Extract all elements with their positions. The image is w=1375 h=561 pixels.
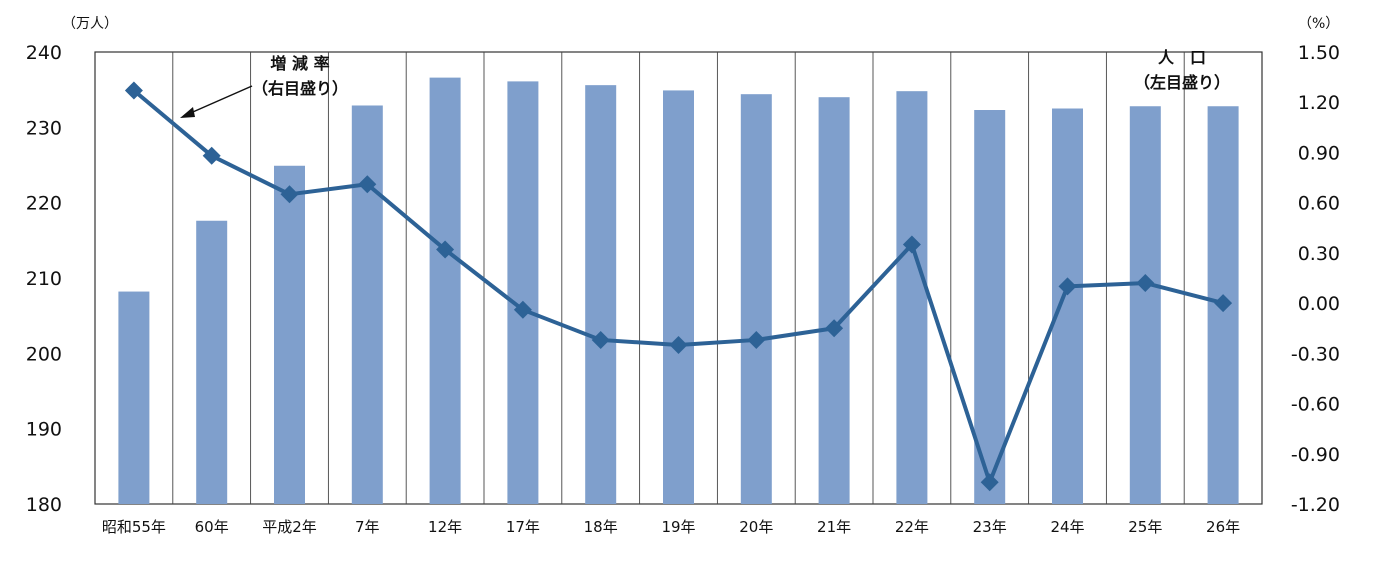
rate-point-marker (1136, 274, 1155, 293)
rate-point-marker (202, 146, 221, 165)
left-tick-label: 220 (26, 193, 62, 215)
annotation-arrow (180, 85, 253, 118)
left-tick-label: 180 (26, 494, 62, 516)
x-tick-label: 12年 (428, 518, 462, 536)
left-axis-ticks: 180 190 200 210 220 230 240 (26, 42, 62, 516)
right-axis-unit: （%） (1298, 16, 1339, 32)
population-bar (585, 85, 617, 504)
rate-point-marker (358, 175, 377, 194)
rate-point-marker (513, 300, 532, 319)
x-tick-label: 60年 (195, 518, 229, 536)
left-tick-label: 190 (26, 419, 62, 441)
population-bar (429, 77, 461, 504)
population-bars (118, 77, 1239, 505)
rate-point-marker (980, 473, 999, 492)
left-tick-label: 230 (26, 117, 62, 139)
x-tick-label: 21年 (817, 518, 851, 536)
right-tick-label: 0.30 (1298, 243, 1340, 265)
rate-point-marker (591, 330, 610, 349)
left-tick-label: 210 (26, 268, 62, 290)
x-tick-label: 20年 (739, 518, 773, 536)
right-axis-ticks: -1.20 -0.90 -0.60 -0.30 0.00 0.30 0.60 0.90 1.20… (1291, 42, 1340, 516)
x-axis-ticks: 昭和55年 60年 平成2年 7年 12年 17年 18年 19年 20年 21年 22年 23年 24… (102, 518, 1240, 536)
population-bar (896, 91, 928, 504)
right-tick-label: -0.30 (1291, 343, 1340, 365)
right-tick-label: 0.90 (1298, 142, 1340, 164)
population-bar (974, 110, 1006, 505)
population-bar (196, 220, 228, 504)
right-tick-label: 1.50 (1298, 42, 1340, 64)
left-tick-label: 200 (26, 343, 62, 365)
population-bar (1129, 106, 1161, 505)
rate-annotation-sub: （右目盛り） (252, 79, 348, 98)
rate-point-marker (747, 330, 766, 349)
x-tick-label: 18年 (584, 518, 618, 536)
rate-annotation-label: 増 減 率 (270, 54, 329, 73)
population-bar (1052, 108, 1083, 504)
rate-point-marker (825, 319, 844, 338)
x-tick-label: 24年 (1050, 518, 1084, 536)
x-tick-label: 19年 (661, 518, 695, 536)
x-tick-label: 23年 (973, 518, 1007, 536)
right-tick-label: -0.60 (1291, 394, 1340, 416)
left-axis-unit: （万人） (62, 16, 118, 32)
x-tick-label: 25年 (1128, 518, 1162, 536)
x-tick-label: 昭和55年 (102, 518, 166, 536)
x-tick-label: 17年 (506, 518, 540, 536)
rate-point-marker (669, 335, 688, 354)
x-tick-label: 7年 (355, 518, 380, 536)
population-bar (274, 165, 305, 504)
right-tick-label: 0.00 (1298, 293, 1340, 315)
rate-point-marker (280, 185, 299, 204)
population-bar (507, 81, 539, 504)
right-tick-label: 0.60 (1298, 193, 1340, 215)
rate-line (124, 81, 1233, 492)
population-annotation-label: 人 口 (1158, 48, 1206, 67)
vertical-gridlines (172, 52, 1185, 504)
left-tick-label: 240 (26, 42, 62, 64)
x-tick-label: 22年 (895, 518, 929, 536)
right-tick-label: 1.20 (1298, 92, 1340, 114)
population-bar (740, 94, 772, 504)
population-annotation-sub: （左目盛り） (1134, 73, 1230, 92)
population-bar (118, 291, 150, 504)
rate-point-marker (1214, 294, 1233, 313)
rate-point-marker (1058, 277, 1077, 296)
right-tick-label: -1.20 (1291, 494, 1340, 516)
rate-point-marker (902, 235, 921, 254)
x-tick-label: 26年 (1206, 518, 1240, 536)
x-tick-label: 平成2年 (262, 518, 317, 536)
right-tick-label: -0.90 (1291, 444, 1340, 466)
rate-point-marker (436, 240, 455, 259)
population-bar (663, 90, 694, 505)
rate-point-marker (124, 81, 143, 100)
population-bar (818, 97, 850, 504)
population-bar (351, 105, 383, 504)
